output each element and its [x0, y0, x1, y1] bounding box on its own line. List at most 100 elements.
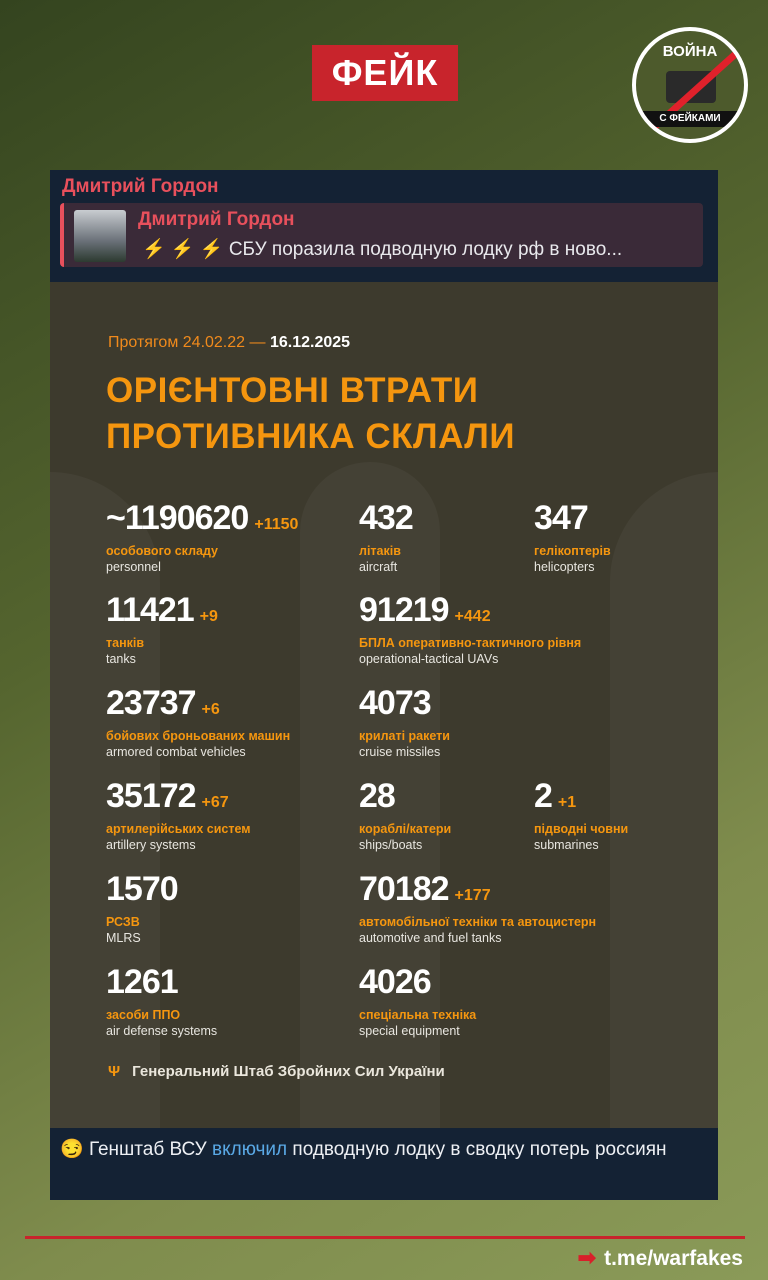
losses-infographic: Протягом 24.02.22 — 16.12.2025 ОРІЄНТОВН… [50, 282, 718, 1128]
reply-snippet: СБУ поразила подводную лодку рф в ново..… [228, 239, 623, 260]
stat-label-ua: підводні човни [534, 822, 629, 836]
channel-link[interactable]: ➡ t.me/warfakes [578, 1245, 743, 1271]
channel-name[interactable]: Дмитрий Гордон [62, 176, 219, 197]
stat-value: 1261 [106, 964, 217, 1007]
reply-text: ⚡ ⚡ ⚡ СБУ поразила подводную лодку рф в … [142, 237, 622, 261]
stat-number: 432 [359, 499, 414, 537]
stat-value: 2 +1 [534, 778, 628, 821]
stat-item: 347 гелікоптерів helicopters [534, 500, 611, 575]
stat-delta: +6 [201, 701, 220, 718]
title-line-1: ОРІЄНТОВНІ ВТРАТИ [106, 371, 479, 410]
stat-item: 4026 спеціальна техніка special equipmen… [359, 964, 476, 1039]
stat-label-ua: літаків [359, 544, 401, 558]
logo-text-top: ВОЙНА [662, 43, 718, 60]
stat-value: 347 [534, 500, 611, 543]
stat-label-ua: танків [106, 636, 145, 650]
stat-number: 2 [534, 777, 553, 815]
stat-value: 4073 [359, 685, 450, 728]
source: Ψ Генеральний Штаб Збройних Сил України [108, 1063, 445, 1080]
source-text: Генеральний Штаб Збройних Сил України [132, 1063, 445, 1080]
stat-label-ua: крилаті ракети [359, 729, 450, 743]
stat-label-en: MLRS [106, 931, 141, 945]
stat-item: 4073 крилаті ракети cruise missiles [359, 685, 450, 760]
stat-value: 28 [359, 778, 451, 821]
fake-badge: ФЕЙК [312, 45, 458, 101]
stat-value: 4026 [359, 964, 476, 1007]
stat-label-en: special equipment [359, 1024, 460, 1038]
stat-item: 432 літаків aircraft [359, 500, 419, 575]
stat-label-en: helicopters [534, 560, 595, 574]
stat-number: 4026 [359, 963, 432, 1001]
stat-label-en: operational-tactical UAVs [359, 652, 499, 666]
stat-item: 23737 +6 бойових броньованих машин armore… [106, 685, 290, 760]
stat-item: 35172 +67 артилерійських систем artillery… [106, 778, 251, 853]
trident-watermark-left [50, 472, 160, 1128]
stat-number: 28 [359, 777, 396, 815]
stat-label-en: cruise missiles [359, 745, 441, 759]
stat-delta: +9 [199, 608, 218, 625]
stat-label-en: ships/boats [359, 838, 423, 852]
period-end: 16.12.2025 [269, 334, 351, 351]
logo-text-bottom: С ФЕЙКАМИ [642, 111, 738, 127]
stat-delta: +67 [201, 794, 229, 811]
stat-label-ua: автомобільної техніки та автоцистерн [359, 915, 597, 929]
post-caption: 😏 Генштаб ВСУ включил подводную лодку в … [60, 1136, 710, 1163]
stat-item: 91219 +442 БПЛА оперативно-тактичного рів… [359, 592, 581, 667]
stat-value: 432 [359, 500, 419, 543]
period-prefix: Протягом 24.02.22 — [108, 334, 266, 351]
stat-label-ua: артилерійських систем [106, 822, 251, 836]
stat-label-ua: РСЗВ [106, 915, 140, 929]
stat-label-en: submarines [534, 838, 599, 852]
stat-label-en: aircraft [359, 560, 398, 574]
reply-preview[interactable]: Дмитрий Гордон ⚡ ⚡ ⚡ СБУ поразила подвод… [60, 203, 703, 267]
caption-text-start: Генштаб ВСУ [88, 1139, 207, 1160]
stat-label-en: automotive and fuel tanks [359, 931, 502, 945]
stat-value: 1570 [106, 871, 184, 914]
smirk-emoji-icon: 😏 [60, 1139, 84, 1160]
stat-item: 70182 +177 автомобільної техніки та автоц… [359, 871, 596, 946]
stat-value: 35172 +67 [106, 778, 251, 821]
trident-watermark [300, 462, 440, 1128]
stat-number: 70182 [359, 870, 450, 908]
stat-delta: +1150 [254, 516, 299, 533]
caption-link[interactable]: включил [211, 1139, 288, 1160]
stat-label-ua: спеціальна техніка [359, 1008, 477, 1022]
stat-number: ~1190620 [106, 499, 249, 537]
stat-number: 23737 [106, 684, 197, 722]
stat-number: 1261 [106, 963, 179, 1001]
stat-label-ua: бойових броньованих машин [106, 729, 291, 743]
stat-delta: +1 [557, 794, 577, 811]
stat-number: 1570 [106, 870, 179, 908]
stat-number: 347 [534, 499, 589, 537]
trident-watermark-right [610, 472, 718, 1128]
stat-label-ua: БПЛА оперативно-тактичного рівня [359, 636, 582, 650]
stat-label-ua: кораблі/катери [359, 822, 452, 836]
divider [25, 1236, 745, 1239]
caption-text-end: подводную лодку в сводку потерь россиян [292, 1139, 667, 1160]
stat-item: 28 кораблі/катери ships/boats [359, 778, 451, 853]
reply-channel-name: Дмитрий Гордон [138, 209, 295, 230]
stat-label-en: armored combat vehicles [106, 745, 246, 759]
stat-item: 1261 засоби ППО air defense systems [106, 964, 217, 1039]
period: Протягом 24.02.22 — 16.12.2025 [108, 334, 350, 352]
trident-icon: Ψ [108, 1063, 121, 1080]
stat-delta: +177 [454, 887, 491, 904]
stat-number: 11421 [106, 591, 195, 629]
telegram-post: Дмитрий Гордон Дмитрий Гордон ⚡ ⚡ ⚡ СБУ … [50, 170, 718, 1200]
stat-value: 23737 +6 [106, 685, 290, 728]
stat-label-ua: особового складу [106, 544, 219, 558]
stat-label-en: artillery systems [106, 838, 196, 852]
stat-item: ~1190620 +1150 особового складу personnel [106, 500, 298, 575]
infographic-title: ОРІЄНТОВНІ ВТРАТИ ПРОТИВНИКА СКЛАЛИ [106, 368, 515, 460]
stat-value: 70182 +177 [359, 871, 596, 914]
stat-item: 1570 РСЗВ MLRS [106, 871, 184, 946]
stat-value: 11421 +9 [106, 592, 218, 635]
stat-item: 2 +1 підводні човни submarines [534, 778, 628, 853]
stat-label-en: tanks [106, 652, 136, 666]
channel-link-text: t.me/warfakes [604, 1247, 743, 1270]
title-line-2: ПРОТИВНИКА СКЛАЛИ [106, 417, 515, 456]
reply-thumbnail [74, 210, 126, 262]
stat-label-ua: засоби ППО [106, 1008, 181, 1022]
stat-label-en: air defense systems [106, 1024, 218, 1038]
stat-number: 35172 [106, 777, 197, 815]
